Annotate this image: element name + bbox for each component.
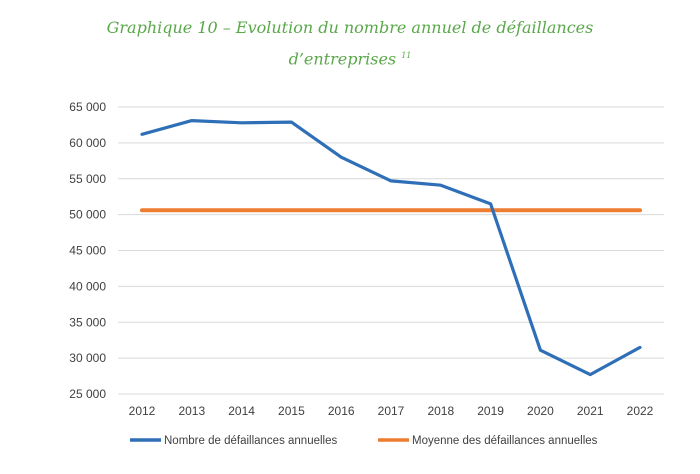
y-tick-label-60000: 60 000 (69, 136, 106, 150)
y-tick-label-35000: 35 000 (69, 315, 106, 329)
y-tick-label-30000: 30 000 (69, 351, 106, 365)
title-line-2-text: d’entreprises (288, 49, 397, 69)
legend-label-0: Nombre de défaillances annuelles (164, 435, 337, 447)
y-tick-label-45000: 45 000 (69, 244, 106, 258)
y-tick-label-55000: 55 000 (69, 172, 106, 186)
title-footnote: 11 (401, 51, 412, 60)
y-tick-label-40000: 40 000 (69, 279, 106, 293)
x-tick-label-2012: 2012 (129, 404, 156, 418)
x-tick-label-2018: 2018 (427, 404, 454, 418)
x-tick-label-2015: 2015 (278, 404, 305, 418)
x-tick-label-2013: 2013 (178, 404, 205, 418)
x-tick-label-2017: 2017 (378, 404, 405, 418)
title-line-2: d’entreprises 11 (0, 42, 700, 73)
x-tick-label-2020: 2020 (527, 404, 554, 418)
chart-title: Graphique 10 – Evolution du nombre annue… (0, 14, 700, 73)
y-tick-label-65000: 65 000 (69, 100, 106, 114)
title-line-1: Graphique 10 – Evolution du nombre annue… (106, 18, 594, 37)
series-line-0 (140, 118, 642, 377)
x-tick-label-2019: 2019 (477, 404, 504, 418)
y-tick-label-25000: 25 000 (69, 387, 106, 401)
x-tick-label-2021: 2021 (577, 404, 604, 418)
x-tick-label-2014: 2014 (228, 404, 255, 418)
x-tick-label-2022: 2022 (627, 404, 654, 418)
y-tick-label-50000: 50 000 (69, 208, 106, 222)
legend-label-1: Moyenne des défaillances annuelles (412, 435, 598, 447)
x-tick-label-2016: 2016 (328, 404, 355, 418)
